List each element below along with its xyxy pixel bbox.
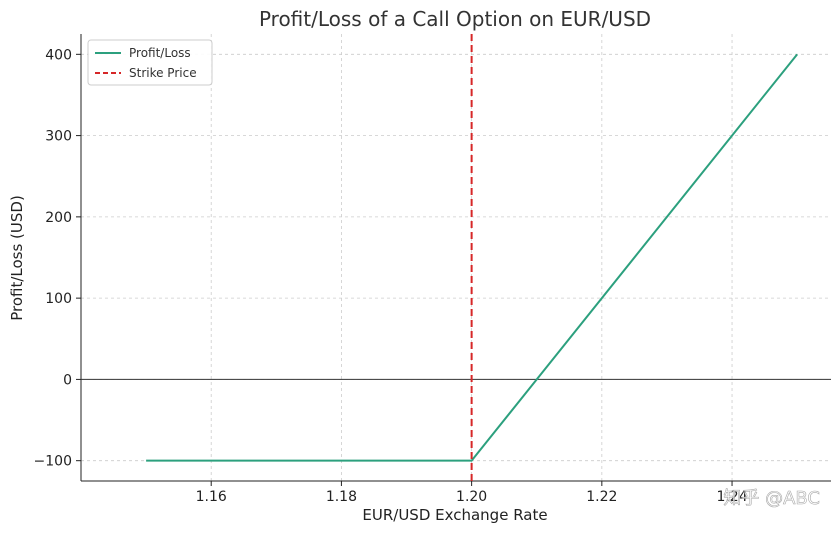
y-tick-label: 400 — [45, 47, 72, 63]
x-tick-label: 1.18 — [326, 489, 357, 505]
watermark: 知乎 @ABC — [723, 488, 820, 509]
x-tick-label: 1.16 — [196, 489, 227, 505]
y-tick-label: 300 — [45, 129, 72, 145]
y-ticks: −100 0 100 200 300 400 — [34, 47, 81, 470]
legend-item-strike-price-label: Strike Price — [129, 66, 197, 80]
x-ticks: 1.16 1.18 1.20 1.22 1.24 — [196, 481, 748, 505]
x-tick-label: 1.20 — [456, 489, 487, 505]
x-tick-label: 1.22 — [586, 489, 617, 505]
y-tick-label: 200 — [45, 210, 72, 226]
axes — [80, 34, 831, 482]
legend-item-profit-loss-label: Profit/Loss — [129, 46, 191, 60]
profit-loss-line — [146, 53, 798, 462]
chart-title: Profit/Loss of a Call Option on EUR/USD — [259, 7, 651, 31]
y-tick-label: 100 — [45, 291, 72, 307]
grid — [81, 34, 831, 481]
legend: Profit/Loss Strike Price — [87, 39, 213, 86]
y-tick-label: 0 — [63, 372, 72, 388]
plot-lines — [81, 34, 831, 481]
x-tick-label: 1.24 — [716, 489, 747, 505]
x-axis-label: EUR/USD Exchange Rate — [362, 506, 547, 524]
y-tick-label: −100 — [34, 454, 72, 470]
y-axis-label: Profit/Loss (USD) — [8, 195, 26, 321]
